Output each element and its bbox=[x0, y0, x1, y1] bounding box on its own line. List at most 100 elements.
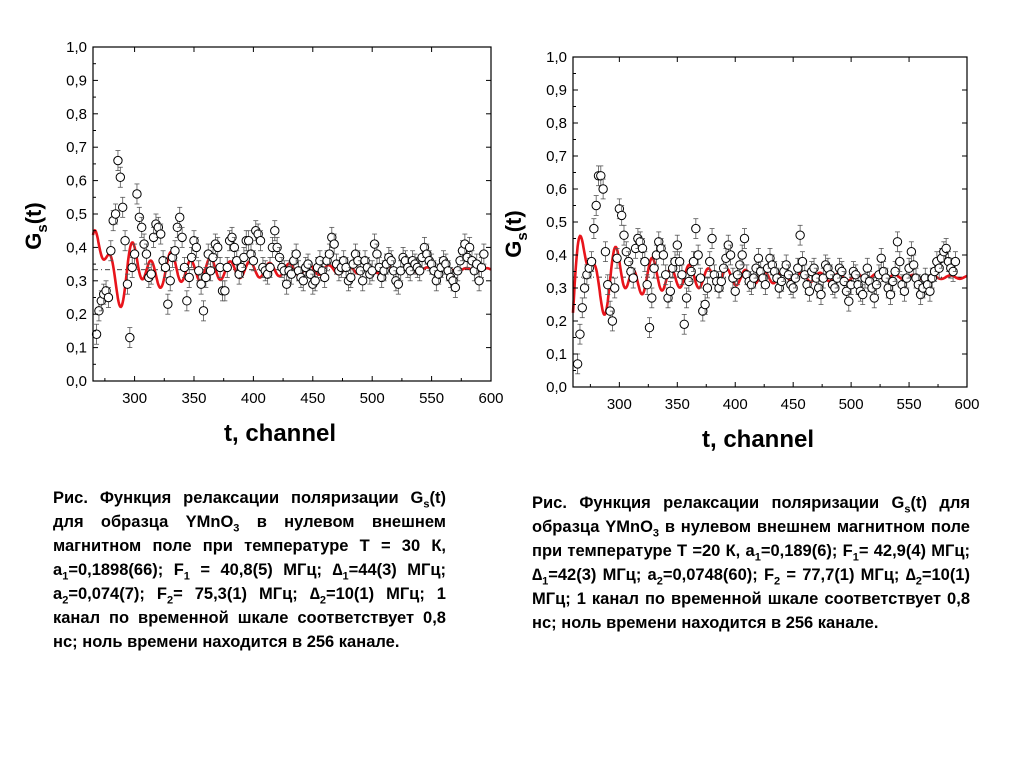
point-marker bbox=[895, 256, 905, 267]
point-marker bbox=[91, 329, 102, 339]
y-tick-label: 0,2 bbox=[546, 313, 567, 330]
data-points bbox=[572, 165, 961, 375]
data-point bbox=[137, 216, 147, 238]
point-marker bbox=[612, 253, 622, 263]
data-point bbox=[616, 205, 627, 226]
data-point bbox=[220, 280, 230, 302]
point-marker bbox=[899, 286, 910, 296]
data-point bbox=[106, 240, 116, 262]
data-point bbox=[91, 323, 102, 345]
point-marker bbox=[220, 286, 230, 296]
data-point bbox=[628, 267, 638, 289]
data-point bbox=[113, 150, 123, 171]
point-marker bbox=[892, 237, 903, 247]
y-tick-label: 0,3 bbox=[546, 280, 567, 297]
y-tick-label: 0,1 bbox=[66, 340, 87, 357]
point-marker bbox=[642, 280, 652, 290]
point-marker bbox=[125, 332, 135, 343]
point-marker bbox=[804, 286, 815, 296]
point-marker bbox=[908, 260, 919, 270]
point-marker bbox=[450, 282, 461, 293]
data-point bbox=[165, 270, 175, 292]
x-tick-label: 600 bbox=[478, 390, 503, 407]
data-point bbox=[640, 251, 650, 272]
point-marker bbox=[479, 249, 489, 259]
data-point bbox=[607, 310, 618, 332]
point-marker bbox=[693, 250, 703, 260]
point-marker bbox=[885, 289, 896, 300]
point-marker bbox=[672, 240, 682, 250]
data-point bbox=[908, 254, 919, 276]
data-point bbox=[198, 300, 209, 322]
data-point bbox=[170, 240, 180, 262]
fit-curve bbox=[91, 228, 492, 309]
data-point bbox=[177, 226, 187, 248]
data-point bbox=[179, 257, 190, 278]
point-marker bbox=[616, 210, 627, 221]
data-point bbox=[892, 231, 903, 253]
data-point bbox=[649, 257, 659, 279]
point-marker bbox=[372, 249, 382, 259]
data-point bbox=[586, 251, 597, 272]
y-tick-label: 0,0 bbox=[66, 373, 87, 390]
y-tick-label: 0,9 bbox=[66, 72, 87, 89]
data-point bbox=[591, 195, 601, 216]
point-marker bbox=[137, 222, 147, 233]
data-point bbox=[163, 293, 173, 315]
point-marker bbox=[346, 272, 356, 283]
point-marker bbox=[265, 262, 275, 273]
point-marker bbox=[869, 293, 879, 303]
point-marker bbox=[760, 280, 771, 290]
data-point bbox=[674, 251, 685, 272]
point-marker bbox=[298, 276, 308, 286]
point-marker bbox=[156, 229, 166, 239]
y-tick-label: 0,8 bbox=[546, 115, 567, 132]
point-marker bbox=[876, 253, 886, 263]
x-tick-label: 550 bbox=[419, 390, 444, 407]
y-tick-label: 0,9 bbox=[546, 82, 567, 99]
y-tick-label: 0,7 bbox=[66, 139, 87, 156]
data-point bbox=[589, 218, 599, 239]
point-marker bbox=[739, 233, 750, 244]
point-marker bbox=[170, 246, 180, 256]
point-marker bbox=[175, 212, 185, 223]
point-marker bbox=[122, 279, 133, 289]
point-marker bbox=[591, 200, 601, 211]
right-figure-caption: Рис. Функция релаксации поляризации Gs(t… bbox=[532, 494, 971, 632]
data-point bbox=[739, 228, 750, 249]
data-point bbox=[182, 290, 192, 312]
point-marker bbox=[393, 279, 404, 289]
data-point bbox=[156, 223, 166, 245]
data-point bbox=[125, 327, 135, 349]
point-marker bbox=[793, 263, 803, 273]
data-point bbox=[600, 241, 611, 263]
data-point bbox=[298, 270, 308, 292]
x-tick-label: 300 bbox=[122, 390, 147, 407]
point-marker bbox=[628, 273, 638, 283]
point-marker bbox=[586, 256, 597, 267]
data-point bbox=[103, 287, 114, 308]
fit-curve bbox=[571, 234, 968, 317]
x-tick-label: 400 bbox=[723, 396, 748, 413]
point-marker bbox=[600, 247, 611, 257]
data-point bbox=[869, 287, 879, 309]
point-marker bbox=[598, 184, 608, 194]
data-point bbox=[579, 277, 590, 299]
point-marker bbox=[679, 319, 689, 329]
point-marker bbox=[579, 283, 590, 293]
y-tick-label: 0,2 bbox=[66, 306, 87, 323]
data-point bbox=[644, 317, 655, 338]
data-point bbox=[476, 257, 487, 278]
data-point bbox=[141, 243, 152, 265]
point-marker bbox=[737, 250, 747, 260]
y-axis-title: Gs(t) bbox=[501, 210, 531, 257]
data-point bbox=[367, 260, 377, 282]
point-marker bbox=[577, 303, 587, 313]
point-marker bbox=[165, 276, 175, 286]
data-point bbox=[115, 166, 126, 188]
y-tick-label: 0,3 bbox=[66, 273, 87, 290]
data-points bbox=[91, 150, 489, 349]
point-marker bbox=[695, 273, 706, 283]
point-marker bbox=[357, 276, 368, 286]
data-point bbox=[148, 226, 159, 248]
